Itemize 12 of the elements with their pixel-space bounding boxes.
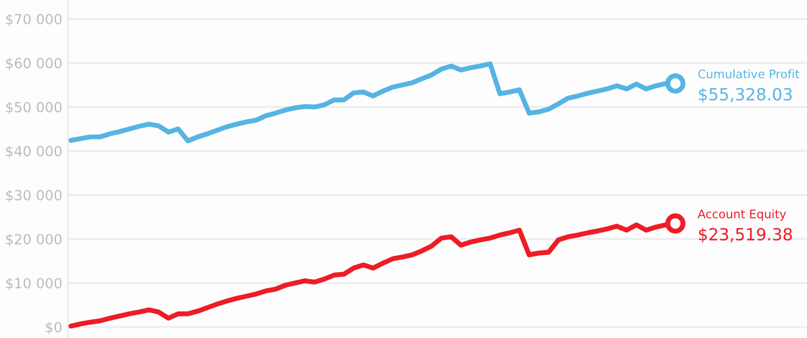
y-tick-label: $20 000: [6, 234, 62, 246]
y-tick-label: $10 000: [6, 278, 62, 290]
y-tick-label: $30 000: [6, 190, 62, 202]
y-tick-label: $40 000: [6, 146, 62, 158]
series-label: Cumulative Profit: [698, 69, 800, 78]
y-tick-label: $0: [46, 322, 62, 334]
y-tick-label: $60 000: [6, 58, 62, 70]
y-tick-label: $70 000: [6, 14, 62, 26]
series-label: Account Equity: [698, 209, 786, 221]
data-label: $23,519.38: [698, 228, 792, 243]
y-tick-label: $50 000: [6, 102, 62, 114]
data-label: $55,328.03: [698, 88, 792, 103]
